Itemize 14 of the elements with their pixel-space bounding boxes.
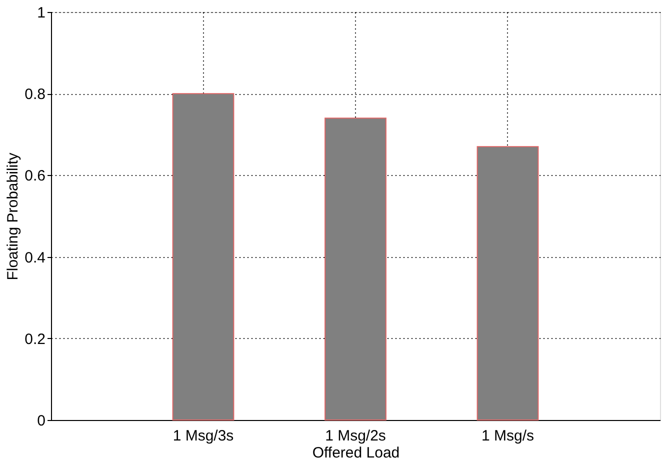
y-axis-title: Floating Probability — [4, 152, 22, 280]
x-tick-label: 1 Msg/s — [481, 428, 534, 444]
y-tick-label: 0.8 — [24, 86, 46, 104]
y-tick-label: 0.4 — [24, 249, 46, 266]
bar — [172, 93, 234, 420]
x-tick-label: 1 Msg/2s — [325, 428, 386, 444]
y-tick-label: 0 — [37, 412, 46, 430]
y-tick-label: 1 — [37, 4, 46, 22]
x-axis-title: Offered Load — [312, 444, 400, 462]
bar — [476, 146, 539, 420]
y-tick-label: 0.6 — [24, 168, 46, 185]
y-tick-label: 0.2 — [24, 330, 46, 348]
x-tick-label: 1 Msg/3s — [172, 428, 234, 444]
bar — [324, 118, 386, 420]
